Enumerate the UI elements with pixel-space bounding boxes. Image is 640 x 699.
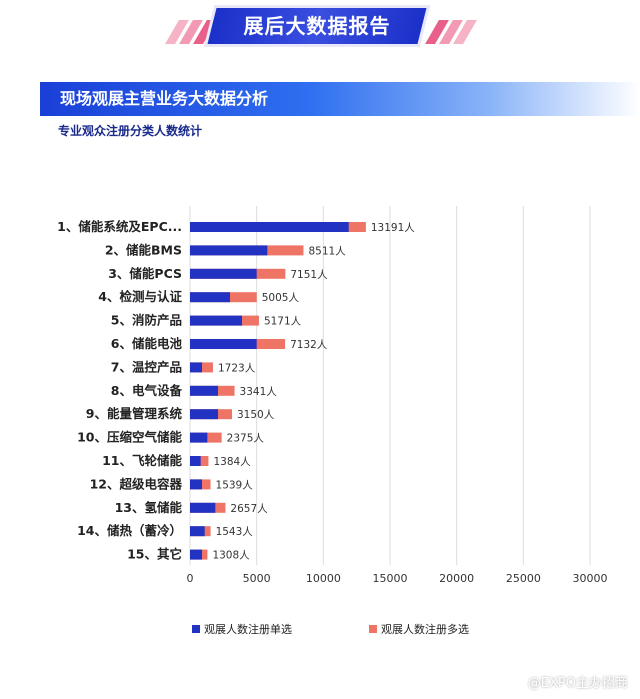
- bar-single: [190, 222, 349, 232]
- bar-single: [190, 526, 205, 537]
- category-label: 9、能量管理系统: [86, 406, 183, 421]
- bar-single: [190, 549, 202, 560]
- report-banner: 展后大数据报告: [0, 0, 640, 60]
- stacked-bar-chart: 0 5000 10000 15000 20000 25000 30000 1、储能系统及EPC…: [57, 206, 608, 636]
- bar-single: [190, 339, 257, 349]
- category-label: 12、超级电容器: [90, 476, 183, 491]
- bar-single: [190, 456, 201, 466]
- legend-label-single: 观展人数注册单选: [204, 622, 292, 636]
- bar-single: [190, 268, 257, 279]
- bar-single: [190, 409, 218, 420]
- legend-swatch-single: [192, 625, 200, 633]
- x-tick-label: 10000: [306, 572, 341, 585]
- x-tick-label: 30000: [573, 572, 608, 585]
- category-label: 14、储热（蓄冷）: [77, 523, 182, 538]
- bar-single: [190, 362, 202, 373]
- bar-single: [190, 245, 268, 256]
- x-tick-label: 20000: [439, 572, 474, 585]
- data-label: 1539人: [216, 479, 254, 491]
- data-label: 8511人: [308, 245, 346, 257]
- data-label: 13191人: [371, 222, 415, 234]
- legend-swatch-multi: [369, 625, 377, 633]
- bar-single: [190, 432, 208, 443]
- section-header: 现场观展主营业务大数据分析: [40, 82, 640, 116]
- data-label: 3341人: [240, 386, 278, 398]
- data-label: 5005人: [262, 292, 300, 304]
- data-label: 1543人: [216, 526, 254, 538]
- category-label: 13、氢储能: [115, 500, 183, 515]
- data-label: 7151人: [290, 269, 328, 281]
- category-label: 15、其它: [127, 547, 182, 562]
- data-label: 5171人: [264, 316, 302, 328]
- x-tick-label: 25000: [506, 572, 541, 585]
- category-label: 2、储能BMS: [105, 242, 182, 257]
- banner-title-box: 展后大数据报告: [207, 8, 427, 44]
- category-label: 8、电气设备: [111, 383, 183, 398]
- bar-single: [190, 502, 216, 513]
- data-label: 1384人: [213, 456, 251, 468]
- data-label: 1723人: [218, 362, 256, 374]
- category-label: 4、检测与认证: [98, 289, 182, 304]
- category-label: 1、储能系统及EPC...: [57, 219, 182, 234]
- data-label: 7132人: [290, 339, 328, 351]
- x-tick-label: 5000: [243, 572, 271, 585]
- watermark: @EXPO主办招商: [527, 676, 628, 691]
- category-label: 5、消防产品: [111, 313, 182, 328]
- category-label: 6、储能电池: [111, 336, 183, 351]
- bar-single: [190, 315, 242, 326]
- bar-single: [190, 292, 230, 303]
- category-label: 11、飞轮储能: [102, 453, 182, 468]
- legend-label-multi: 观展人数注册多选: [381, 622, 469, 636]
- x-tick-label: 0: [187, 572, 194, 585]
- bar-single: [190, 479, 202, 490]
- section-title: 现场观展主营业务大数据分析: [60, 89, 269, 108]
- data-label: 1308人: [212, 550, 250, 562]
- category-label: 10、压缩空气储能: [77, 430, 182, 445]
- category-label: 7、温控产品: [111, 359, 182, 374]
- category-label: 3、储能PCS: [108, 266, 182, 281]
- banner-title: 展后大数据报告: [243, 14, 391, 38]
- bar-single: [190, 385, 218, 396]
- data-label: 2375人: [227, 433, 265, 445]
- chart-subtitle: 专业观众注册分类人数统计: [58, 124, 203, 138]
- data-label: 3150人: [237, 409, 275, 421]
- x-tick-label: 15000: [373, 572, 408, 585]
- data-label: 2657人: [230, 503, 268, 515]
